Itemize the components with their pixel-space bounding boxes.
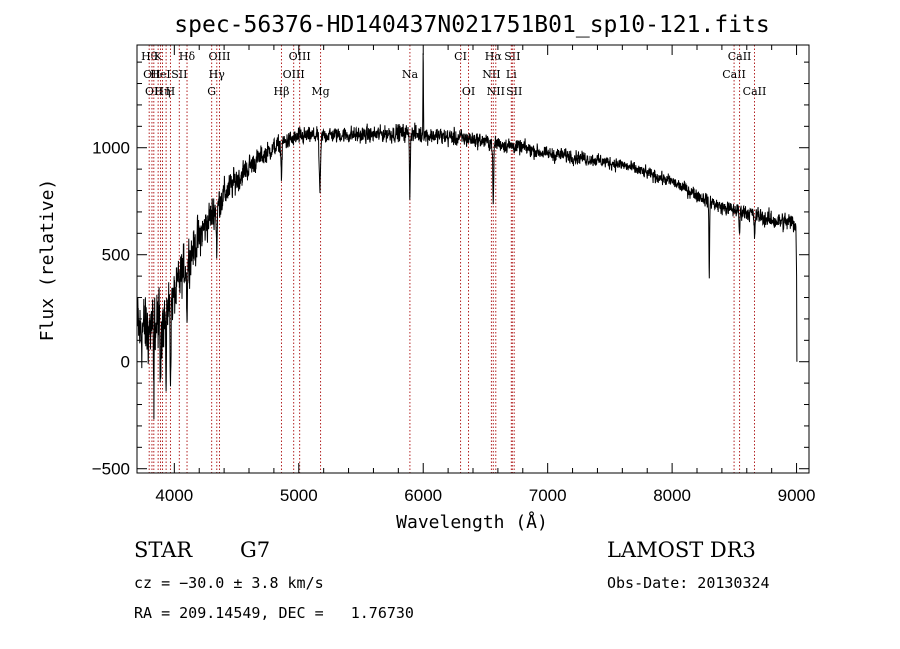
line-marker-label: Na xyxy=(402,68,419,81)
axis-ticks: 4000 5000 6000 7000 8000 9000 −500 0 500 1000 xyxy=(92,45,816,505)
line-marker-label: K xyxy=(154,50,163,63)
survey-name: LAMOST DR3 xyxy=(607,538,756,562)
line-marker-label: HeI xyxy=(150,68,170,81)
radial-velocity: cz = −30.0 ± 3.8 km/s xyxy=(134,574,324,592)
line-marker-label: OIII xyxy=(289,50,311,63)
y-tick-label: 1000 xyxy=(92,139,130,158)
y-tick-label: 500 xyxy=(102,246,130,265)
line-marker-label: NII xyxy=(487,85,505,98)
x-tick-label: 4000 xyxy=(155,486,193,505)
x-tick-label: 8000 xyxy=(653,486,691,505)
line-marker-label: Hβ xyxy=(274,85,290,98)
line-marker-label: CaII xyxy=(722,68,746,81)
line-marker-label: SII xyxy=(506,85,522,98)
y-axis-label: Flux (relative) xyxy=(37,179,58,342)
y-tick-label: 0 xyxy=(121,353,130,372)
x-tick-label: 6000 xyxy=(404,486,442,505)
line-marker-label: CaII xyxy=(728,50,752,63)
y-tick-label: −500 xyxy=(92,460,130,479)
line-marker-label: SII xyxy=(171,68,187,81)
x-tick-label: 9000 xyxy=(778,486,816,505)
line-marker-label: Li xyxy=(506,68,517,81)
plot-frame xyxy=(136,44,810,474)
line-marker-label: CaII xyxy=(743,85,767,98)
line-marker-label: NII xyxy=(482,68,500,81)
line-marker-label: Hδ xyxy=(179,50,196,63)
line-marker-label: G xyxy=(207,85,216,98)
line-marker-label: CI xyxy=(454,50,467,63)
line-marker-label: Mg xyxy=(311,85,329,98)
line-marker-label: Hα xyxy=(485,50,503,63)
line-marker-label: OIII xyxy=(208,50,230,63)
line-marker-label: OI xyxy=(462,85,475,98)
line-marker-label: OIII xyxy=(283,68,305,81)
sky-coordinates: RA = 209.14549, DEC = 1.76730 xyxy=(134,604,414,622)
x-tick-label: 7000 xyxy=(529,486,567,505)
line-marker-layer: HθOIIOIIKHeIHηHSIIHδGHγOIIIHβOIIIOIIIMgN… xyxy=(141,45,766,473)
object-subclass: G7 xyxy=(240,538,271,562)
line-marker-label: H xyxy=(166,85,176,98)
line-marker-label: SII xyxy=(504,50,520,63)
object-class: STAR xyxy=(134,538,193,562)
x-axis-label: Wavelength (Å) xyxy=(396,511,548,533)
observation-date: Obs-Date: 20130324 xyxy=(607,574,770,592)
line-marker-label: Hγ xyxy=(209,68,226,81)
line-marker-label: OII xyxy=(143,68,161,81)
chart-title: spec-56376-HD140437N021751B01_sp10-121.f… xyxy=(174,12,769,38)
spectrum-line xyxy=(137,53,798,420)
x-tick-label: 5000 xyxy=(280,486,318,505)
